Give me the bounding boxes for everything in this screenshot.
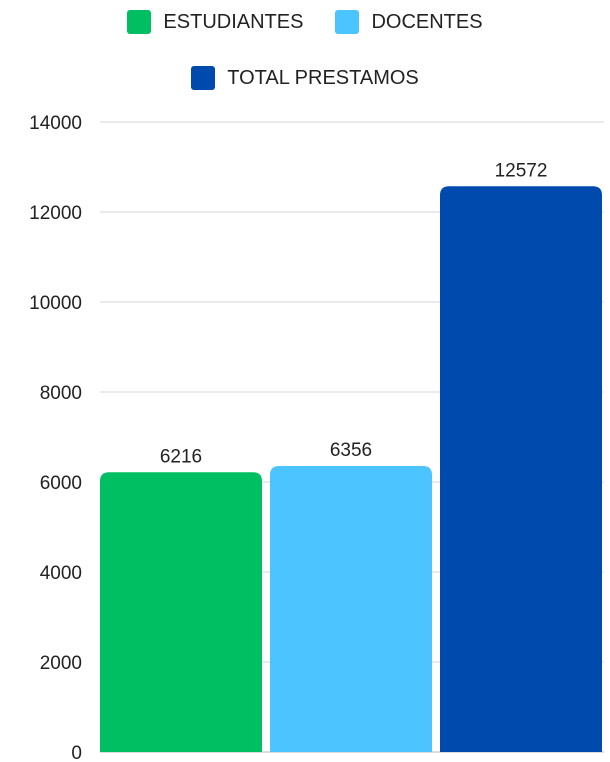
bar-docentes [270,465,432,752]
y-tick-label-14000: 14000 [29,113,82,134]
legend-item-total-prestamos: TOTAL PRESTAMOS [191,66,419,90]
y-tick-label-10000: 10000 [29,293,82,314]
y-tick-label-0: 0 [71,743,82,762]
legend-item-estudiantes: ESTUDIANTES [127,10,303,34]
legend-label-total-prestamos: TOTAL PRESTAMOS [227,66,419,89]
legend-label-docentes: DOCENTES [371,10,483,33]
legend-swatch-docentes [335,10,360,34]
legend-swatch-total-prestamos [191,66,216,90]
bar-total-prestamos [440,186,602,752]
legend-label-estudiantes: ESTUDIANTES [163,10,304,33]
y-tick-label-12000: 12000 [29,203,82,224]
data-label-docentes: 6356 [330,440,372,461]
y-tick-label-4000: 4000 [40,563,82,584]
data-label-total-prestamos: 12572 [495,160,548,181]
data-label-estudiantes: 6216 [160,446,202,467]
bar-estudiantes [100,472,262,752]
legend-swatch-estudiantes [127,10,152,34]
y-tick-label-8000: 8000 [40,383,82,404]
y-tick-label-6000: 6000 [40,473,82,494]
y-tick-label-2000: 2000 [40,653,82,674]
legend-item-docentes: DOCENTES [335,10,483,34]
